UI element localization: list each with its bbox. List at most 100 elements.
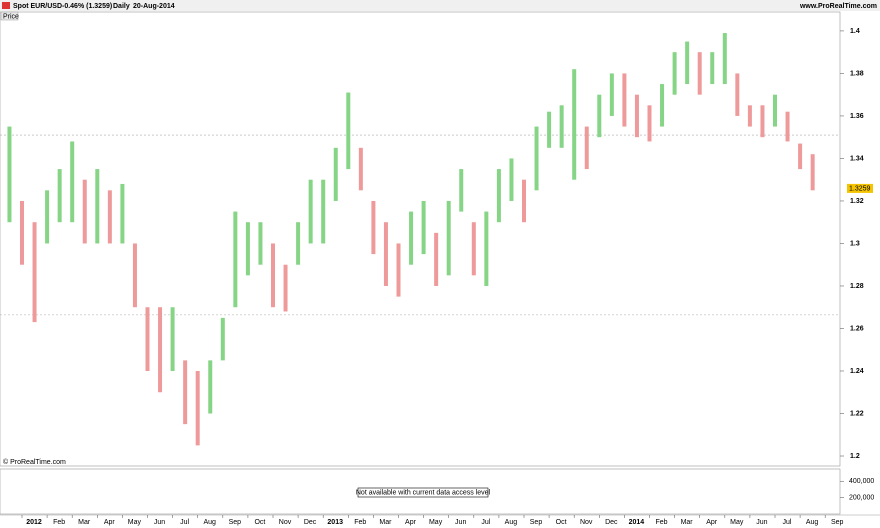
- logo-icon: [2, 2, 10, 9]
- price-bar: [697, 52, 702, 95]
- price-bar: [572, 69, 577, 180]
- price-bar: [32, 222, 37, 323]
- price-bar: [446, 200, 451, 276]
- price-bar: [747, 105, 752, 127]
- last-price-label: 1.3259: [849, 185, 871, 192]
- price-bar: [409, 211, 414, 265]
- price-bar: [421, 200, 426, 255]
- x-tick-label: Jun: [154, 519, 165, 526]
- price-bar: [484, 211, 489, 286]
- price-bar: [107, 190, 112, 244]
- price-bar: [308, 179, 313, 244]
- price-bar: [383, 222, 388, 286]
- x-tick-label: Dec: [304, 519, 317, 526]
- price-bar: [609, 73, 614, 116]
- x-tick-label: Dec: [605, 519, 618, 526]
- x-tick-label: Apr: [706, 519, 718, 526]
- price-bar: [195, 370, 200, 446]
- site: www.ProRealTime.com: [799, 3, 877, 10]
- price-bar: [396, 243, 401, 297]
- y-tick-label: 1.3: [850, 240, 860, 247]
- x-tick-label: Mar: [78, 519, 91, 526]
- y-tick-label: 1.32: [850, 198, 864, 205]
- x-tick-label: Feb: [53, 519, 65, 526]
- price-bar: [208, 360, 213, 414]
- x-tick-label: May: [429, 519, 443, 526]
- symbol: Spot EUR/USD: [13, 3, 62, 10]
- x-tick-label: Jul: [481, 519, 490, 526]
- x-tick-label: Aug: [203, 519, 216, 526]
- y-tick-label: 1.34: [850, 155, 864, 162]
- price-bar: [45, 190, 50, 244]
- price-bar: [597, 94, 602, 138]
- price-bar: [283, 264, 288, 312]
- price-bar: [145, 307, 150, 371]
- price-bar: [434, 232, 439, 286]
- y-tick-label: 1.4: [850, 28, 860, 35]
- change: -0.46% (1.3259): [62, 3, 112, 10]
- price-bar: [509, 158, 514, 201]
- price-bar: [95, 169, 100, 244]
- price-bar: [522, 179, 526, 223]
- price-bar: [534, 126, 539, 191]
- x-tick-label: Aug: [806, 519, 819, 526]
- price-bar: [120, 183, 125, 244]
- price-bar: [584, 126, 589, 170]
- volume-tick-label: 400,000: [849, 478, 874, 485]
- price-bar: [798, 143, 803, 170]
- x-tick-label: Nov: [580, 519, 593, 526]
- y-tick-label: 1.22: [850, 410, 864, 417]
- y-tick-label: 1.24: [850, 368, 864, 375]
- price-bar: [271, 243, 275, 308]
- price-bar: [760, 105, 765, 138]
- x-tick-label: Feb: [354, 519, 366, 526]
- price-bar: [672, 52, 677, 95]
- price-bar: [233, 211, 238, 308]
- last-price-box: [847, 183, 873, 193]
- x-tick-label: Mar: [379, 519, 392, 526]
- x-tick-label: 2012: [26, 519, 42, 526]
- x-tick-label: Jul: [180, 519, 189, 526]
- price-bar: [183, 360, 188, 425]
- price-bar: [57, 169, 62, 223]
- x-tick-label: Sep: [530, 519, 543, 526]
- price-bar: [321, 179, 326, 244]
- x-tick-label: Sep: [229, 519, 242, 526]
- plot: 1.2 1.22 1.24 1.26 1.28 1.3 1.32 1.34 1.36 1.38 1.…: [0, 28, 874, 526]
- x-tick-label: Feb: [655, 519, 667, 526]
- y-tick-label: 1.38: [850, 70, 864, 77]
- x-tick-label: Aug: [505, 519, 518, 526]
- price-bar: [333, 147, 338, 201]
- period: Daily: [113, 3, 130, 10]
- price-tab-label: Price: [3, 13, 19, 20]
- x-tick-label: 2013: [327, 519, 343, 526]
- y-tick-label: 1.36: [850, 113, 864, 120]
- y-tick-label: 1.26: [850, 325, 864, 332]
- price-bar: [471, 222, 476, 276]
- price-bar: [647, 105, 652, 142]
- volume-message: Not available with current data access l…: [356, 489, 491, 496]
- price-bar: [685, 41, 690, 85]
- price-bar: [258, 222, 263, 265]
- y-tick-label: 1.28: [850, 283, 864, 290]
- y-tick-label: 1.2: [850, 453, 860, 460]
- x-tick-label: May: [128, 519, 142, 526]
- date: 20-Aug-2014: [133, 3, 175, 10]
- price-bar: [634, 94, 639, 138]
- price-bar: [496, 169, 501, 223]
- price-tab[interactable]: [0, 11, 19, 21]
- price-bar: [296, 222, 301, 265]
- volume-tick-label: 200,000: [849, 494, 874, 501]
- price-bar: [773, 94, 777, 127]
- x-tick-label: Jul: [783, 519, 792, 526]
- price-bar: [660, 84, 665, 127]
- x-tick-label: Oct: [254, 519, 265, 526]
- x-tick-label: Nov: [279, 519, 292, 526]
- x-tick-label: Oct: [556, 519, 567, 526]
- price-bar: [82, 179, 87, 244]
- price-bar: [735, 73, 740, 116]
- price-bar: [158, 307, 163, 393]
- price-bar: [7, 126, 12, 223]
- header-bar: [0, 0, 880, 11]
